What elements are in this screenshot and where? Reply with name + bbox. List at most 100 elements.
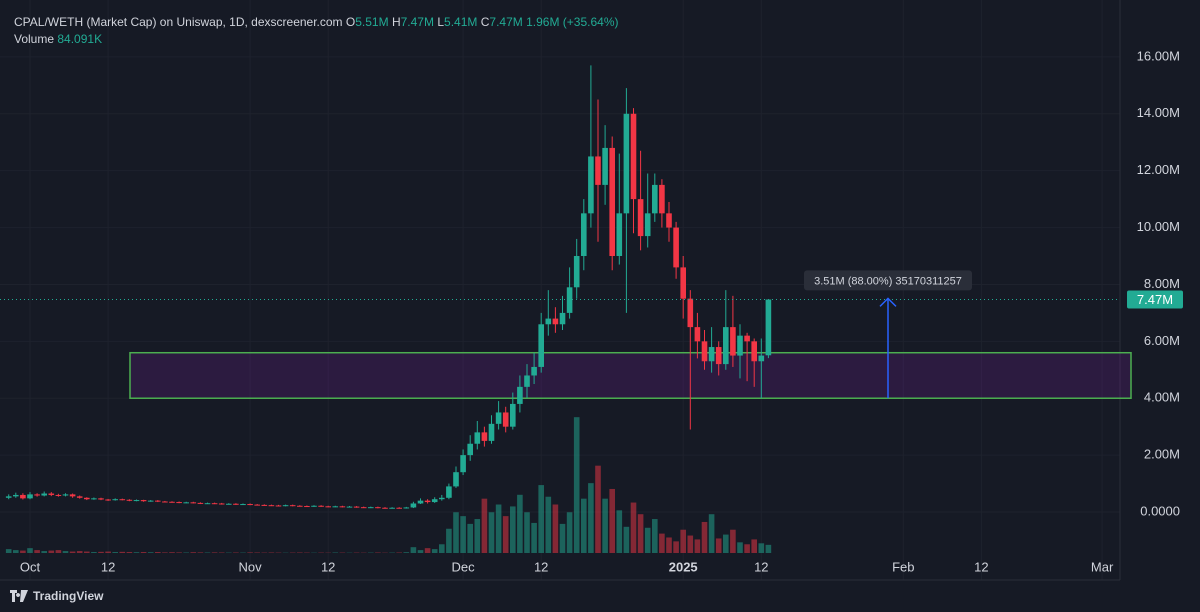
volume-bar: [34, 550, 40, 553]
y-tick-label: 4.00M: [1144, 390, 1180, 405]
volume-bar: [595, 465, 601, 553]
volume-bar: [644, 527, 651, 553]
candle-body: [495, 412, 502, 424]
chart-title: CPAL/WETH (Market Cap) on Uniswap, 1D, d…: [14, 15, 343, 29]
candle-body: [403, 507, 410, 509]
volume-bar: [552, 504, 559, 553]
candle-body: [573, 256, 580, 288]
candle-body: [723, 327, 729, 365]
candle-body: [673, 227, 679, 268]
volume-bar: [751, 539, 757, 553]
candle-body: [183, 502, 189, 504]
x-tick-label: 12: [754, 559, 768, 574]
candle-body: [5, 496, 12, 498]
candle-body: [204, 503, 211, 505]
candle-body: [687, 298, 694, 328]
candle-body: [474, 432, 481, 444]
chart-header: CPAL/WETH (Market Cap) on Uniswap, 1D, d…: [14, 14, 618, 48]
volume-bar: [630, 502, 637, 553]
volume-bar: [609, 488, 615, 553]
candle-body: [652, 184, 658, 214]
volume-bar: [55, 550, 62, 553]
candle-body: [190, 502, 197, 504]
candle-body: [382, 507, 388, 509]
volume-bar: [616, 510, 623, 553]
volume-bar: [666, 537, 672, 553]
volume-bar: [211, 552, 218, 553]
candle-body: [360, 507, 367, 509]
last-price-label: 7.47M: [1137, 292, 1173, 307]
volume-bar: [623, 526, 630, 553]
candle-body: [91, 498, 97, 500]
candle-body: [34, 494, 40, 496]
candle-body: [737, 335, 743, 356]
volume-bar: [140, 552, 147, 553]
ohlc-value: 7.47M: [489, 15, 523, 29]
zone-rect: [129, 351, 1132, 399]
volume-bar: [76, 551, 83, 553]
candle-body: [84, 497, 90, 500]
candle-body: [744, 335, 750, 342]
volume-bar: [62, 551, 69, 553]
candle-body: [48, 493, 55, 495]
volume-bar: [488, 512, 495, 553]
candle-body: [375, 507, 381, 509]
candle-body: [76, 496, 83, 498]
candle-body: [644, 213, 651, 237]
last-price-box: [1127, 290, 1183, 309]
volume-bar: [659, 533, 665, 553]
x-tick-label: Mar: [1091, 559, 1114, 574]
volume-bar: [510, 506, 516, 553]
candle-body: [623, 113, 630, 214]
candle-body: [332, 506, 339, 508]
volume-bar: [431, 549, 438, 553]
volume-bar: [41, 551, 47, 553]
volume-bar: [460, 516, 466, 553]
volume-bar: [545, 496, 552, 553]
candle-body: [304, 506, 310, 508]
volume-bar: [588, 483, 594, 553]
volume-bar: [687, 535, 694, 553]
candle-body: [155, 500, 161, 502]
candle-body: [233, 503, 239, 505]
candle-body: [701, 341, 708, 362]
candle-body: [368, 507, 374, 509]
volume-bar: [98, 551, 104, 553]
candle-body: [27, 494, 33, 499]
volume-bar: [694, 539, 701, 553]
volume-bar: [765, 544, 772, 553]
candle-body: [325, 506, 331, 508]
x-tick-label: Feb: [892, 559, 914, 574]
candle-body: [389, 507, 395, 509]
candle-body: [218, 503, 225, 505]
candle-body: [268, 505, 275, 507]
x-tick-label: 12: [974, 559, 988, 574]
ohlc-label: H: [391, 15, 401, 29]
volume-bar: [652, 519, 658, 553]
candle-body: [552, 318, 559, 325]
candle-body: [467, 443, 473, 456]
volume-title: Volume: [14, 32, 55, 46]
x-tick-label: 12: [321, 559, 335, 574]
candle-body: [730, 327, 736, 356]
volume-bar: [84, 551, 90, 553]
y-tick-label: 12.00M: [1137, 162, 1180, 177]
volume-bar: [517, 494, 523, 553]
candle-body: [254, 504, 260, 506]
candle-body: [424, 500, 431, 503]
volume-bar: [162, 552, 168, 553]
candle-body: [566, 287, 573, 313]
volume-bar: [147, 552, 154, 553]
candle-body: [559, 312, 566, 325]
candle-body: [545, 318, 552, 325]
volume-bar: [744, 544, 750, 553]
measure-label: 3.51M (88.00%) 35170311257: [814, 275, 962, 287]
ohlc-label: L: [437, 15, 445, 29]
y-tick-label: 0.0000: [1140, 503, 1180, 518]
volume-bar: [701, 521, 708, 553]
volume-bar: [126, 552, 133, 553]
ohlc-label: O: [345, 15, 356, 29]
candle-body: [609, 147, 615, 257]
candle-body: [481, 432, 488, 441]
